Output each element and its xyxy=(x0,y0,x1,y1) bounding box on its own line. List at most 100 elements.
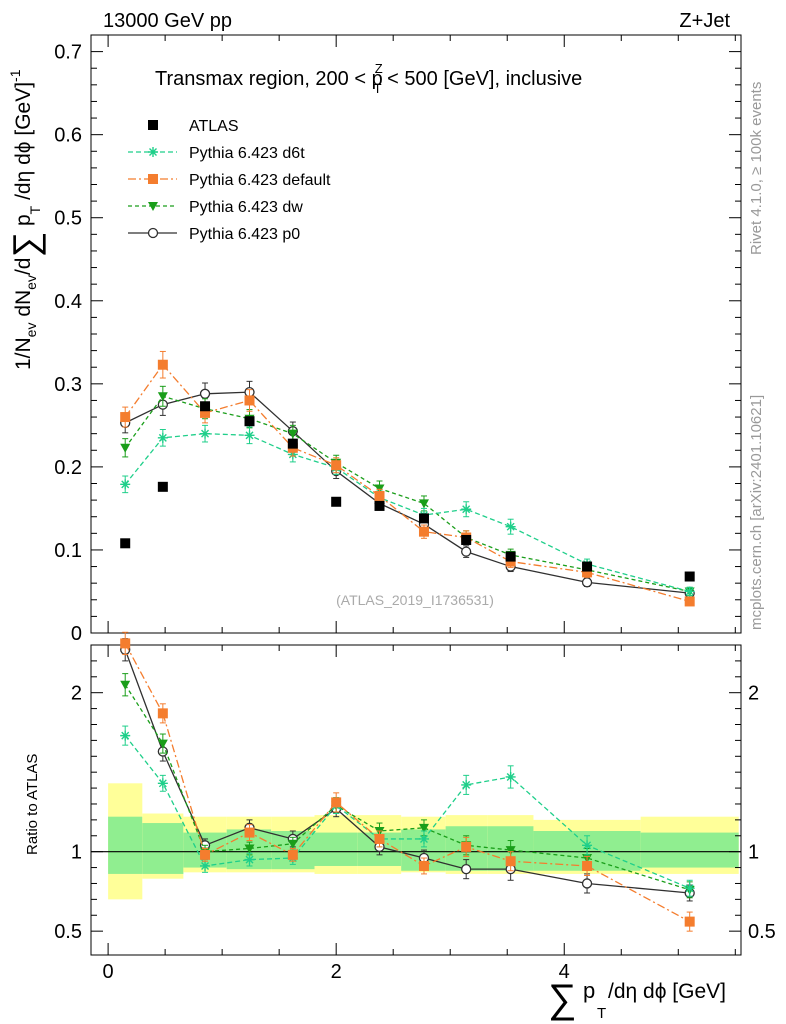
data-point-dw xyxy=(244,844,255,854)
uncertainty-band-inner xyxy=(640,832,739,868)
data-point-atlas xyxy=(374,500,385,511)
data-point-default xyxy=(244,827,255,838)
data-point-atlas xyxy=(244,416,255,427)
ratio-y-tick-label: 2 xyxy=(71,683,82,705)
series-line-p0 xyxy=(124,649,690,894)
main-y-tick-label: 0.3 xyxy=(54,374,82,396)
data-point-d6t xyxy=(505,771,516,782)
data-point-atlas xyxy=(120,538,131,549)
ratio-y-tick-label-right: 1 xyxy=(748,842,759,864)
data-point-atlas xyxy=(287,438,298,449)
data-point-atlas xyxy=(418,513,429,524)
data-point-default xyxy=(582,567,593,578)
legend-marker xyxy=(148,174,158,184)
ratio-y-tick-label-right: 2 xyxy=(748,683,759,705)
legend: ATLAS Pythia 6.423 d6t Pythia 6.423 defaul… xyxy=(128,118,331,243)
uncertainty-band-inner xyxy=(142,823,184,874)
rivet-label: Rivet 4.1.0, ≥ 100k events xyxy=(748,82,765,255)
y-axis-label: 1/Nev dNev/d∑ pT /dη dϕ [GeV]-1 xyxy=(5,69,46,370)
data-point-default xyxy=(200,849,211,860)
data-point-d6t xyxy=(684,883,695,894)
data-point-default xyxy=(331,460,342,471)
header-left: 13000 GeV pp xyxy=(103,10,232,32)
data-point-atlas xyxy=(157,481,168,492)
data-point-dw xyxy=(120,680,131,690)
data-point-default xyxy=(157,708,168,719)
data-point-dw xyxy=(157,392,168,402)
data-point-default xyxy=(461,841,472,852)
main-y-tick-label: 0.2 xyxy=(54,457,82,479)
data-point-d6t xyxy=(120,479,131,490)
data-point-d6t xyxy=(418,833,429,844)
legend-marker xyxy=(148,202,158,211)
data-point-dw xyxy=(505,846,516,856)
legend-entry-d6t: Pythia 6.423 d6t xyxy=(128,145,305,162)
main-panel: 0 0.1 0.2 0.3 0.4 0.5 0.6 0.7 xyxy=(54,34,742,645)
x-axis-sub: T xyxy=(597,1005,606,1022)
watermark: (ATLAS_2019_I1736531) xyxy=(336,592,494,608)
data-point-atlas xyxy=(684,571,695,582)
data-point-default xyxy=(200,407,211,418)
data-point-d6t xyxy=(157,778,168,789)
main-y-tick-label: 0.5 xyxy=(54,208,82,230)
data-point-d6t xyxy=(120,730,131,741)
plot-title: Transmax region, 200 < pZ T < 500 [GeV], … xyxy=(155,61,582,96)
series-line-p0 xyxy=(124,391,690,594)
series-line-default xyxy=(124,643,690,923)
data-point-dw xyxy=(157,739,168,749)
main-y-tick-label: 0.1 xyxy=(54,540,82,562)
data-point-d6t xyxy=(684,586,695,597)
legend-marker xyxy=(148,147,158,157)
data-point-default xyxy=(157,359,168,370)
data-point-default xyxy=(120,412,131,423)
data-point-d6t xyxy=(461,779,472,790)
series-line-dw xyxy=(124,395,690,593)
data-point-default xyxy=(374,490,385,501)
series-default xyxy=(120,631,695,932)
legend-entry-default: Pythia 6.423 default xyxy=(128,172,331,189)
ratio-y-tick-label: 1 xyxy=(71,842,82,864)
legend-label: Pythia 6.423 d6t xyxy=(189,145,305,162)
data-point-dw xyxy=(418,499,429,509)
main-y-tick-label: 0.7 xyxy=(54,42,82,64)
ratio-y-label: Ratio to ATLAS xyxy=(24,754,41,855)
series-default xyxy=(120,350,695,607)
data-point-atlas xyxy=(505,551,516,562)
data-point-d6t xyxy=(200,860,211,871)
data-point-p0 xyxy=(581,577,593,588)
mcplots-label: mcplots.cern.ch [arXiv:2401.10621] xyxy=(748,395,765,630)
legend-entry-atlas: ATLAS xyxy=(148,118,239,135)
series-line-d6t xyxy=(124,735,690,889)
data-point-d6t xyxy=(244,854,255,865)
data-point-p0 xyxy=(581,878,593,889)
data-point-default xyxy=(582,860,593,871)
data-point-p0 xyxy=(461,864,472,875)
data-point-dw xyxy=(287,839,298,849)
data-point-dw xyxy=(287,429,298,439)
data-point-default xyxy=(684,596,695,607)
series-line-default xyxy=(124,363,690,603)
series-line-d6t xyxy=(124,433,690,593)
y-axis-label-text: 1/Nev dNev/d∑ pT /dη dϕ [GeV]-1 xyxy=(5,69,46,370)
ratio-y-tick-label-right: 0.5 xyxy=(748,921,776,943)
x-axis-label: ∑ p T /dη dϕ [GeV] xyxy=(548,977,726,1022)
data-point-d6t xyxy=(582,840,593,851)
data-point-d6t xyxy=(157,432,168,443)
data-point-atlas xyxy=(200,401,211,412)
x-tick-label: 2 xyxy=(331,961,342,983)
legend-entry-p0: Pythia 6.423 p0 xyxy=(128,226,300,243)
data-point-dw xyxy=(418,823,429,833)
legend-label: Pythia 6.423 dw xyxy=(189,199,303,216)
legend-label: Pythia 6.423 default xyxy=(189,172,331,189)
x-tick-label: 4 xyxy=(559,961,570,983)
data-point-atlas xyxy=(331,496,342,507)
data-point-default xyxy=(120,638,131,649)
legend-marker xyxy=(148,120,158,130)
data-point-default xyxy=(287,849,298,860)
ratio-y-tick-label: 0.5 xyxy=(54,921,82,943)
main-y-tick-label: 0.6 xyxy=(54,125,82,147)
uncertainty-band-inner xyxy=(314,832,358,866)
data-point-p0 xyxy=(461,546,472,557)
data-point-d6t xyxy=(244,430,255,441)
data-point-default xyxy=(374,833,385,844)
